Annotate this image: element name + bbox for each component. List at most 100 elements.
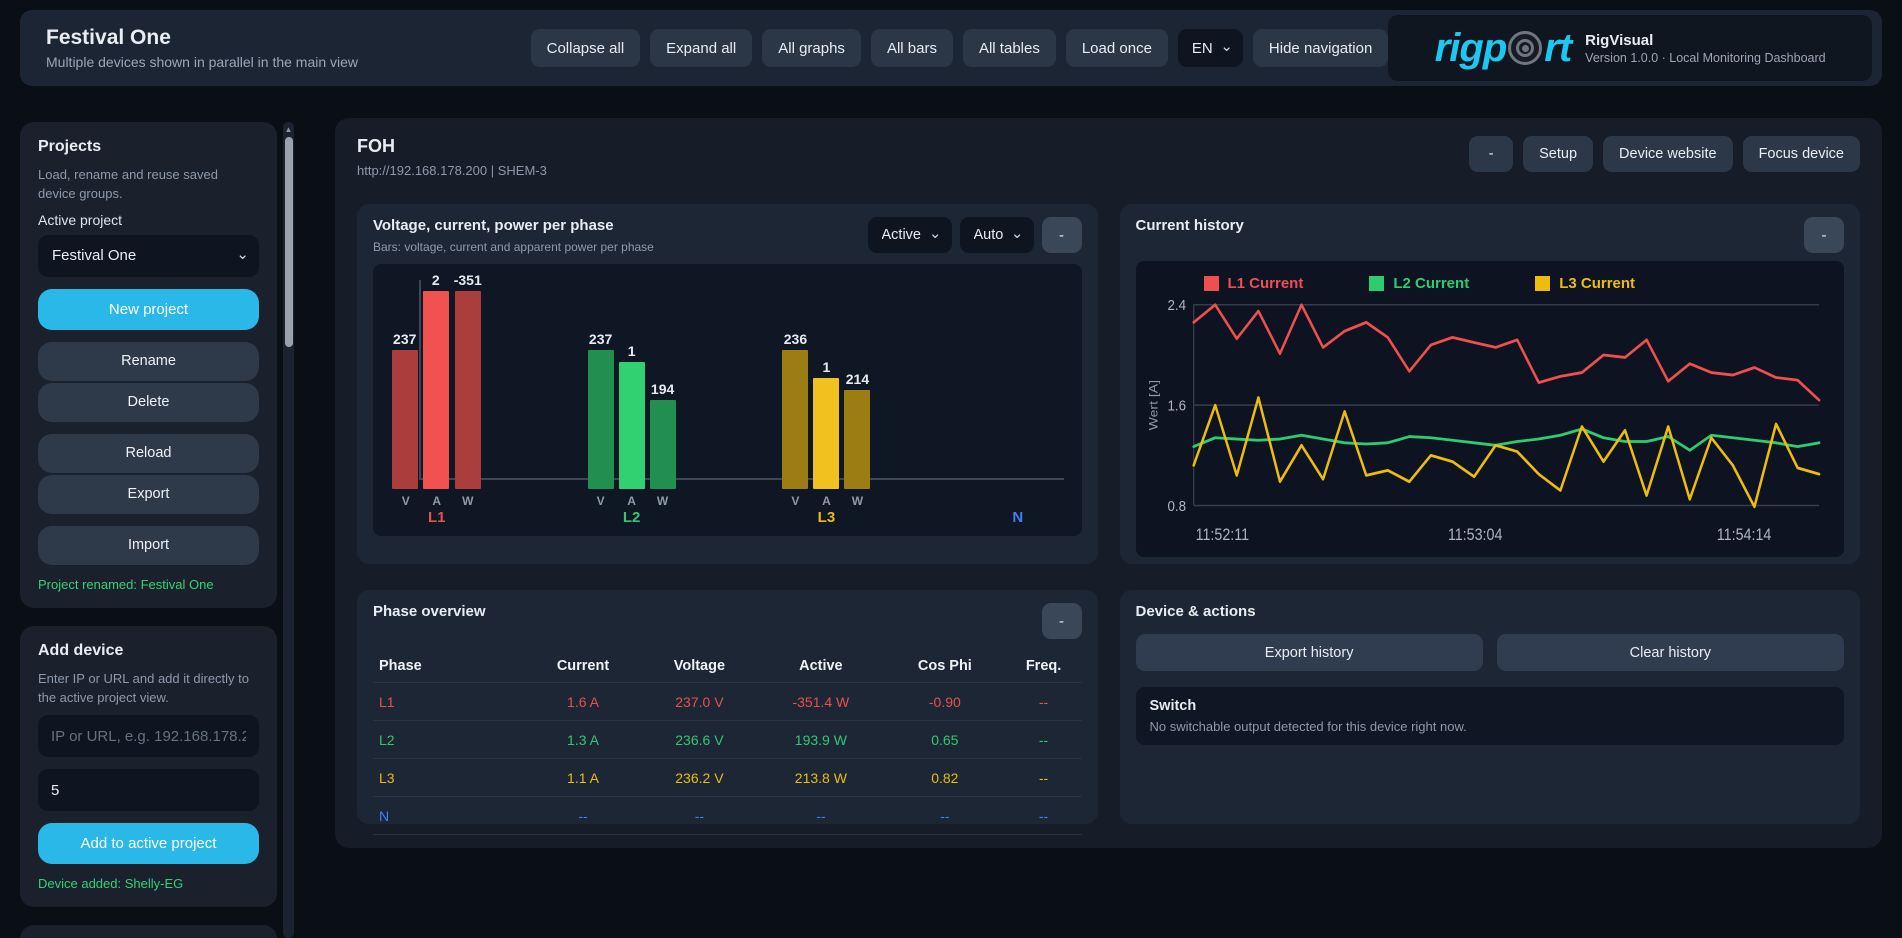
- language-select[interactable]: EN: [1178, 29, 1243, 67]
- x-tick-label: 11:54:14: [1716, 526, 1771, 544]
- history-collapse-button[interactable]: -: [1804, 217, 1844, 253]
- actions-panel-title: Device & actions: [1136, 603, 1256, 620]
- projects-title: Projects: [38, 138, 259, 156]
- device-ip-input[interactable]: [38, 715, 259, 757]
- bar-rect: [650, 400, 676, 489]
- bar-rect: [588, 350, 614, 489]
- bars-scale-select[interactable]: Auto: [960, 217, 1034, 253]
- load-once-button[interactable]: Load once: [1066, 29, 1168, 67]
- unit-label: W: [455, 494, 481, 508]
- cell-phase: N: [373, 808, 525, 824]
- history-panel-title: Current history: [1136, 217, 1244, 234]
- focus-device-button[interactable]: Focus device: [1743, 136, 1860, 172]
- device-header: FOH http://192.168.178.200 | SHEM-3 - Se…: [357, 136, 1860, 178]
- switch-title: Switch: [1150, 698, 1831, 714]
- bar-axis-units: VAW: [588, 494, 676, 508]
- clear-history-button[interactable]: Clear history: [1497, 634, 1844, 671]
- current-history-svg: 2.41.60.8Wert [A]11:52:1111:53:0411:54:1…: [1146, 294, 1833, 553]
- add-device-card: Add device Enter IP or URL and add it di…: [20, 626, 277, 908]
- bars-mode-select-wrap: Active: [868, 217, 952, 253]
- bar-l3-v: 236: [782, 331, 808, 489]
- bar-group-l1: 2372-351VAWL1: [392, 291, 482, 526]
- scroll-up-icon[interactable]: ▲: [283, 125, 294, 134]
- cell-freq: --: [1006, 694, 1082, 710]
- legend-label: L1 Current: [1228, 275, 1304, 292]
- unit-label: A: [619, 494, 645, 508]
- bar-group-n: N: [1012, 305, 1023, 526]
- device-collapse-button[interactable]: -: [1469, 136, 1513, 172]
- bars-row: 2372-351: [392, 291, 482, 489]
- phase-collapse-button[interactable]: -: [1042, 603, 1082, 639]
- bar-value-label: 1: [823, 359, 831, 375]
- cell-active: 213.8 W: [758, 770, 885, 786]
- app-name: RigVisual: [1585, 32, 1825, 49]
- bar-group-label: L3: [818, 509, 836, 526]
- x-tick-label: 11:53:04: [1447, 526, 1502, 544]
- y-tick-label: 1.6: [1167, 398, 1186, 415]
- sidebar: Projects Load, rename and reuse saved de…: [20, 122, 277, 938]
- reload-project-button[interactable]: Reload: [38, 434, 259, 473]
- new-project-button[interactable]: New project: [38, 289, 259, 330]
- all-graphs-button[interactable]: All graphs: [762, 29, 861, 67]
- device-website-button[interactable]: Device website: [1603, 136, 1733, 172]
- chart-legend: L1 Current L2 Current L3 Current: [1204, 275, 1833, 292]
- bar-rect: [455, 291, 481, 489]
- cell-cosphi: 0.82: [884, 770, 1005, 786]
- devices-card: Devices Close all: [20, 925, 277, 938]
- poll-interval-input[interactable]: [38, 769, 259, 811]
- bar-l2-w: 194: [650, 381, 676, 489]
- page-title: Festival One: [46, 26, 531, 50]
- cell-voltage: 236.6 V: [641, 732, 757, 748]
- sidebar-scrollbar[interactable]: ▲: [283, 122, 294, 938]
- phase-panel-title: Phase overview: [373, 603, 486, 620]
- expand-all-button[interactable]: Expand all: [650, 29, 752, 67]
- unit-label: V: [588, 494, 614, 508]
- bullseye-icon: [1508, 31, 1542, 65]
- cell-current: --: [525, 808, 641, 824]
- bar-value-label: 1: [628, 343, 636, 359]
- cell-voltage: --: [641, 808, 757, 824]
- active-project-select[interactable]: Festival One: [38, 235, 259, 277]
- bar-value-label: 236: [784, 331, 807, 347]
- bars-scale-select-wrap: Auto: [960, 217, 1034, 253]
- rename-project-button[interactable]: Rename: [38, 342, 259, 381]
- legend-item-l3: L3 Current: [1535, 275, 1635, 292]
- collapse-all-button[interactable]: Collapse all: [531, 29, 641, 67]
- rigport-logo: rigp rt: [1435, 28, 1571, 68]
- bar-rect: [392, 350, 418, 489]
- export-history-button[interactable]: Export history: [1136, 634, 1483, 671]
- bars-collapse-button[interactable]: -: [1042, 217, 1082, 253]
- unit-label: V: [393, 494, 419, 508]
- add-to-project-button[interactable]: Add to active project: [38, 823, 259, 864]
- add-device-description: Enter IP or URL and add it directly to t…: [38, 670, 259, 708]
- export-project-button[interactable]: Export: [38, 475, 259, 514]
- sidebar-scrollbar-thumb[interactable]: [285, 137, 293, 347]
- phase-bar-chart: 2372-351VAWL12371194VAWL22361214VAWL3N: [373, 264, 1082, 536]
- unit-label: V: [782, 494, 808, 508]
- y-axis-label: Wert [A]: [1146, 380, 1160, 430]
- bars-panel-subtitle: Bars: voltage, current and apparent powe…: [373, 240, 654, 254]
- all-tables-button[interactable]: All tables: [963, 29, 1056, 67]
- column-header: Voltage: [641, 658, 757, 674]
- import-project-button[interactable]: Import: [38, 526, 259, 565]
- bars-row: 2361214: [782, 291, 870, 489]
- bars-mode-select[interactable]: Active: [868, 217, 952, 253]
- bar-l1-v: 237: [392, 331, 418, 489]
- legend-label: L3 Current: [1559, 275, 1635, 292]
- unit-label: W: [650, 494, 676, 508]
- device-toolbar: - Setup Device website Focus device: [1469, 136, 1860, 172]
- delete-project-button[interactable]: Delete: [38, 383, 259, 422]
- device-actions-panel: Device & actions Export history Clear hi…: [1120, 590, 1861, 824]
- device-panel-foh: FOH http://192.168.178.200 | SHEM-3 - Se…: [335, 118, 1882, 848]
- brand-text: RigVisual Version 1.0.0 · Local Monitori…: [1585, 32, 1825, 65]
- bar-group-label: L2: [623, 509, 641, 526]
- cell-voltage: 236.2 V: [641, 770, 757, 786]
- brand-box: rigp rt RigVisual Version 1.0.0 · Local …: [1388, 15, 1872, 81]
- legend-label: L2 Current: [1393, 275, 1469, 292]
- device-setup-button[interactable]: Setup: [1523, 136, 1593, 172]
- legend-swatch: [1204, 276, 1219, 291]
- all-bars-button[interactable]: All bars: [871, 29, 953, 67]
- cell-active: --: [758, 808, 885, 824]
- hide-navigation-button[interactable]: Hide navigation: [1253, 29, 1388, 67]
- bar-chart-x-axis: [419, 478, 1064, 480]
